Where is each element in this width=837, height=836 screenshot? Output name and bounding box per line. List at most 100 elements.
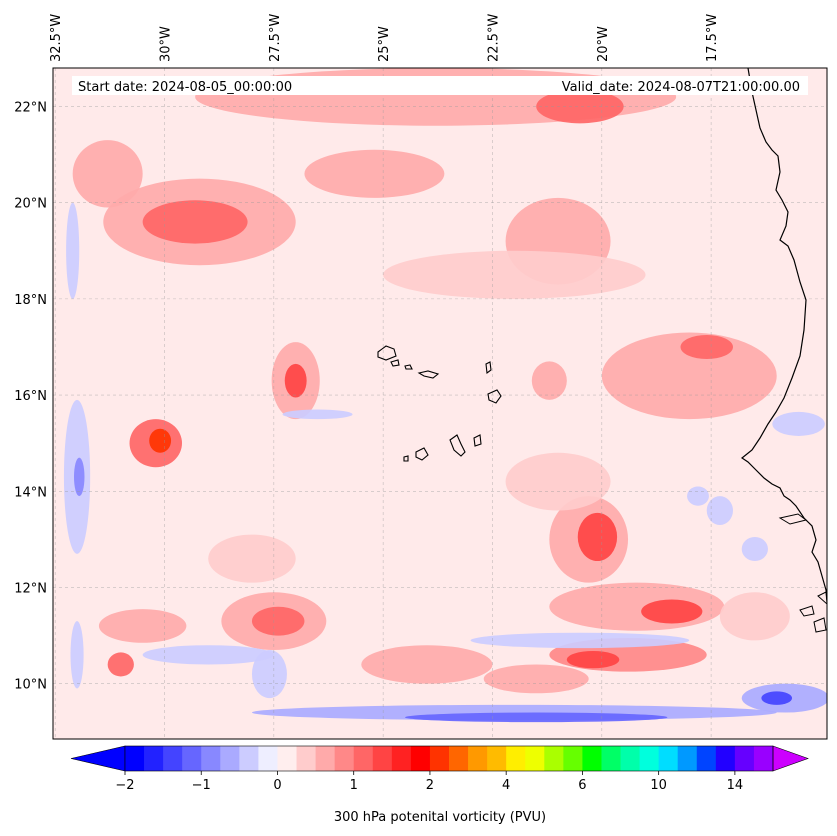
colorbar-bin — [410, 746, 431, 771]
pv-anomaly-blob — [383, 250, 646, 299]
start-date-text: Start date: 2024-08-05_00:00:00 — [78, 80, 292, 95]
colorbar-bin — [391, 746, 412, 771]
colorbar-tick-label: 10 — [650, 778, 667, 793]
colorbar-bin — [125, 746, 145, 771]
colorbar-tick-label: 0 — [273, 778, 281, 793]
colorbar-bin — [544, 746, 564, 771]
colorbar-bin — [429, 746, 450, 771]
colorbar-tick-label: −2 — [115, 778, 134, 793]
gambia-inlet — [778, 513, 808, 525]
pv-anomaly-blob — [361, 645, 493, 684]
pv-anomaly-blob — [483, 664, 589, 694]
pv-anomaly-blob — [405, 712, 668, 723]
colorbar-under-arrow — [70, 745, 126, 772]
pv-anomaly-blob — [531, 361, 567, 400]
colorbar-bin — [296, 746, 316, 771]
colorbar-bin — [639, 746, 660, 771]
colorbar-bin — [182, 746, 202, 771]
colorbar-bin — [277, 746, 297, 771]
pv-contour-field — [63, 68, 827, 723]
pv-anomaly-blob — [566, 650, 620, 669]
colorbar-bin — [239, 746, 259, 771]
pv-anomaly-blob — [251, 650, 287, 699]
colorbar-bin — [201, 746, 221, 771]
colorbar-over-arrow — [772, 745, 809, 772]
pv-anomaly-blob — [577, 512, 618, 562]
colorbar-tick-label: 14 — [727, 778, 744, 793]
pv-anomaly-blob — [251, 606, 305, 636]
colorbar-bin — [353, 746, 374, 771]
pv-anomaly-blob — [282, 409, 353, 420]
pv-anomaly-blob — [601, 332, 777, 420]
pv-anomaly-blob — [284, 363, 307, 398]
latitude-label: 14°N — [14, 485, 47, 500]
island-fogo — [415, 447, 429, 461]
pv-anomaly-blob — [687, 486, 709, 506]
map-panel: Start date: 2024-08-05_00:00:00 Valid_da… — [14, 14, 828, 740]
pv-anomaly-blob — [470, 632, 690, 649]
pv-anomaly-blob — [142, 200, 248, 244]
colorbar-tick-label: 1 — [350, 778, 358, 793]
longitude-labels: 32.5°W 30°W 27.5°W 25°W 22.5°W 20°W 17.5°W — [49, 14, 720, 62]
colorbar-bin — [468, 746, 488, 771]
header-box — [72, 76, 808, 95]
island-santiago — [449, 434, 466, 457]
valid-date-text: Valid_date: 2024-08-07T21:00:00.00 — [562, 80, 800, 95]
colorbar-tick-label: −1 — [192, 778, 211, 793]
island-santo-antao — [377, 345, 397, 361]
latitude-labels: 22°N 20°N 18°N 16°N 14°N 12°N 10°N — [14, 100, 47, 692]
colorbar-label: 300 hPa potenital vorticity (PVU) — [334, 810, 546, 825]
island-santa-luzia — [404, 364, 413, 370]
colorbar-bin — [163, 746, 183, 771]
latitude-label: 22°N — [14, 100, 47, 115]
latitude-label: 18°N — [14, 293, 47, 308]
colorbar-bins — [70, 745, 809, 772]
colorbar-bin — [715, 746, 736, 771]
pv-anomaly-blob — [505, 452, 611, 511]
pv-anomaly-blob — [149, 428, 172, 453]
colorbar-bin — [525, 746, 545, 771]
colorbar-bin — [696, 746, 717, 771]
colorbar-bin — [258, 746, 278, 771]
colorbar-bin — [658, 746, 679, 771]
colorbar-bin — [449, 746, 469, 771]
longitude-label: 22.5°W — [486, 14, 501, 62]
colorbar-bin — [144, 746, 164, 771]
longitude-label: 27.5°W — [268, 14, 283, 62]
island-sao-vicente — [390, 359, 400, 367]
pv-anomaly-blob — [107, 652, 134, 677]
colorbar-bin — [372, 746, 393, 771]
colorbar-bin — [677, 746, 698, 771]
graticule — [53, 68, 827, 739]
latitude-label: 16°N — [14, 389, 47, 404]
island-brava — [403, 455, 409, 462]
longitude-label: 30°W — [159, 26, 174, 62]
longitude-label: 20°W — [596, 26, 611, 62]
colorbar-ticks: −2 −1 0 1 2 4 6 10 14 — [115, 771, 743, 793]
latitude-label: 20°N — [14, 197, 47, 212]
map-frame — [52, 67, 828, 740]
pv-anomaly-blob — [72, 140, 143, 208]
island-maio — [473, 434, 482, 447]
island-sao-nicolau — [417, 370, 440, 379]
colorbar-tick-label: 6 — [578, 778, 586, 793]
colorbar-bin — [334, 746, 355, 771]
colorbar-bin — [563, 746, 583, 771]
pv-anomaly-blob — [208, 534, 296, 583]
colorbar-bin — [601, 746, 621, 771]
pv-anomaly-blob — [761, 691, 793, 705]
colorbar-bin — [506, 746, 526, 771]
colorbar-bin — [220, 746, 240, 771]
longitude-label: 17.5°W — [705, 14, 720, 62]
longitude-label: 25°W — [377, 26, 392, 62]
pv-anomaly-blob — [706, 496, 733, 525]
pv-anomaly-blob — [73, 457, 85, 497]
pv-anomaly-blob — [66, 202, 80, 299]
colorbar-bin — [315, 746, 336, 771]
latitude-label: 12°N — [14, 581, 47, 596]
pv-anomaly-blob — [680, 334, 733, 360]
colorbar-bin — [753, 746, 774, 771]
island-boa-vista — [487, 389, 502, 404]
pv-anomaly-blob — [741, 536, 768, 562]
